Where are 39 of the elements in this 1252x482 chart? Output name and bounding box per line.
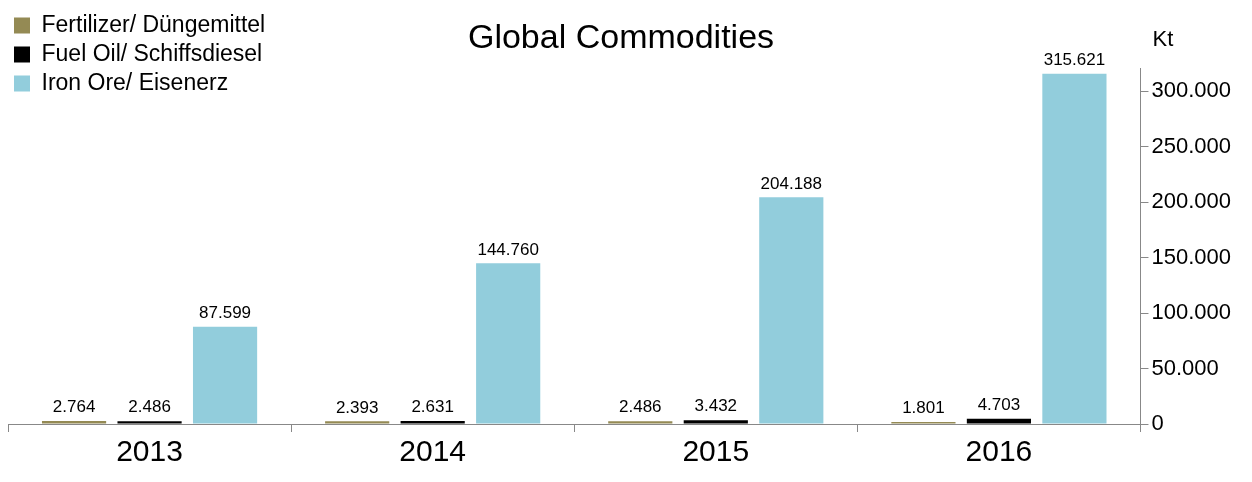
data-label: 204.188	[760, 173, 823, 193]
data-label: 1.801	[902, 398, 945, 418]
x-tick-label: 2016	[965, 434, 1033, 468]
x-tick-label: 2014	[399, 434, 467, 468]
bar	[608, 421, 673, 424]
data-label: 2.764	[52, 397, 96, 417]
data-label: 87.599	[199, 302, 252, 322]
y-tick-label: 0	[1151, 410, 1164, 436]
legend-label: Iron Ore/ Eisenerz	[41, 68, 229, 95]
bar	[1042, 73, 1107, 424]
data-label: 2.393	[335, 397, 379, 417]
bar	[683, 420, 748, 424]
bar	[400, 421, 465, 424]
data-label: 315.621	[1043, 49, 1106, 69]
bar	[325, 421, 390, 424]
y-tick-label: 50.000	[1151, 354, 1219, 380]
data-label: 144.760	[477, 239, 539, 259]
data-label: 2.486	[619, 397, 662, 417]
bar	[117, 421, 182, 424]
bar	[759, 197, 824, 424]
y-tick-label: 100.000	[1151, 299, 1232, 325]
legend-label: Fertilizer/ Düngemittel	[41, 10, 266, 37]
data-label: 4.703	[977, 394, 1021, 414]
y-tick-label: 250.000	[1151, 132, 1232, 158]
y-axis-title: Kt	[1152, 25, 1174, 51]
data-label: 2.631	[411, 397, 454, 417]
bar	[41, 420, 107, 424]
bar	[192, 326, 258, 424]
bar	[476, 263, 541, 424]
y-tick-label: 150.000	[1151, 243, 1232, 269]
bar	[966, 418, 1031, 424]
x-tick-label: 2015	[682, 434, 750, 468]
data-label: 3.432	[694, 396, 738, 416]
y-tick-label: 200.000	[1151, 188, 1232, 214]
x-tick-label: 2013	[116, 434, 183, 468]
data-label: 2.486	[128, 397, 171, 417]
legend-label: Fuel Oil/ Schiffsdiesel	[41, 39, 263, 66]
chart-title: Global Commodities	[467, 16, 775, 55]
y-tick-label: 300.000	[1151, 77, 1232, 103]
